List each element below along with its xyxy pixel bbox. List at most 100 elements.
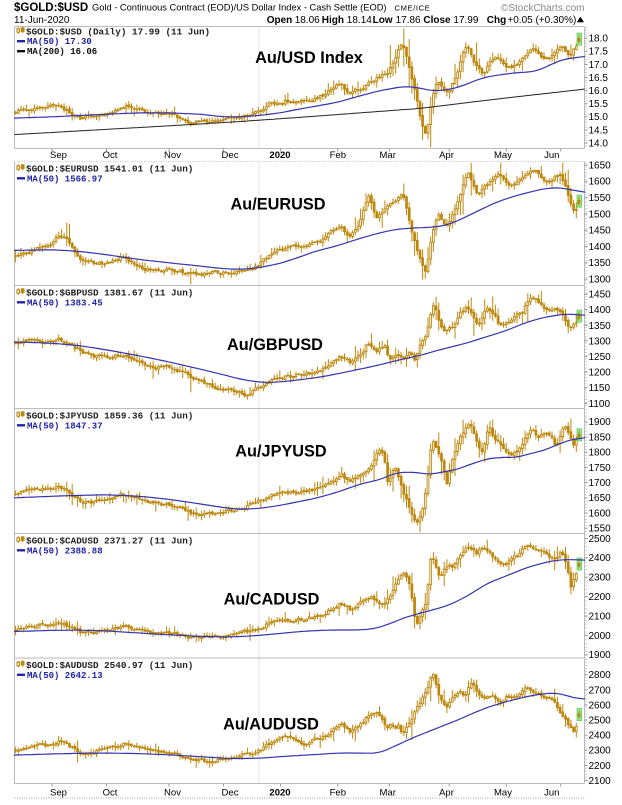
- svg-text:CME/ICE: CME/ICE: [395, 4, 431, 13]
- svg-text:Jun: Jun: [544, 788, 559, 799]
- svg-text:2020: 2020: [269, 788, 290, 799]
- svg-text:1150: 1150: [589, 383, 611, 394]
- svg-text:Mar: Mar: [380, 150, 396, 161]
- svg-text:18.0: 18.0: [589, 34, 609, 45]
- svg-text:1550: 1550: [589, 524, 612, 535]
- svg-text:1400: 1400: [589, 305, 612, 316]
- svg-text:1650: 1650: [589, 160, 612, 171]
- svg-text:Close: Close: [423, 15, 451, 26]
- svg-text:Feb: Feb: [330, 788, 346, 799]
- svg-text:Feb: Feb: [330, 150, 346, 161]
- svg-text:MA(50) 2388.88: MA(50) 2388.88: [27, 546, 103, 556]
- svg-text:Au/AUDUSD: Au/AUDUSD: [223, 716, 319, 734]
- svg-text:May: May: [494, 150, 512, 161]
- svg-text:2700: 2700: [589, 685, 612, 696]
- svg-text:17.86: 17.86: [396, 15, 421, 26]
- svg-text:$GOLD:$GBPUSD 1381.67 (11 Jun): $GOLD:$GBPUSD 1381.67 (11 Jun): [26, 288, 193, 299]
- svg-text:1600: 1600: [589, 177, 612, 188]
- svg-text:1600: 1600: [589, 508, 612, 519]
- svg-text:2200: 2200: [589, 761, 612, 772]
- svg-text:2400: 2400: [589, 731, 612, 742]
- svg-text:Oct: Oct: [103, 788, 118, 799]
- svg-text:MA(50) 1383.45: MA(50) 1383.45: [27, 298, 103, 308]
- svg-text:MA(50) 17.30: MA(50) 17.30: [27, 37, 92, 47]
- svg-text:11-Jun-2020: 11-Jun-2020: [14, 15, 70, 26]
- svg-text:2100: 2100: [589, 611, 612, 622]
- svg-text:1300: 1300: [589, 336, 612, 347]
- svg-text:17.99: 17.99: [453, 15, 478, 26]
- svg-text:Jun: Jun: [544, 150, 559, 161]
- svg-text:14.0: 14.0: [589, 138, 609, 149]
- svg-text:17.0: 17.0: [589, 60, 609, 71]
- svg-text:2500: 2500: [589, 534, 612, 545]
- svg-text:Au/CADUSD: Au/CADUSD: [224, 591, 320, 609]
- svg-text:Au/USD Index: Au/USD Index: [255, 49, 363, 67]
- svg-text:May: May: [494, 788, 512, 799]
- svg-text:1300: 1300: [589, 275, 612, 286]
- svg-text:1850: 1850: [589, 432, 612, 443]
- svg-text:Au/JPYUSD: Au/JPYUSD: [235, 443, 327, 461]
- svg-text:18.06: 18.06: [295, 15, 320, 26]
- svg-text:1900: 1900: [589, 650, 612, 661]
- svg-text:2800: 2800: [589, 670, 612, 681]
- svg-text:1800: 1800: [589, 448, 612, 459]
- svg-text:1450: 1450: [589, 290, 612, 301]
- svg-text:MA(50) 1566.97: MA(50) 1566.97: [27, 174, 103, 184]
- svg-text:Dec: Dec: [222, 150, 239, 161]
- svg-text:$GOLD:$USD (Daily) 17.99 (11 J: $GOLD:$USD (Daily) 17.99 (11 Jun): [26, 27, 210, 38]
- svg-text:MA(50) 2642.13: MA(50) 2642.13: [27, 671, 103, 681]
- svg-text:1900: 1900: [589, 417, 612, 428]
- svg-text:2200: 2200: [589, 592, 612, 603]
- svg-text:1550: 1550: [589, 193, 612, 204]
- svg-text:Au/EURUSD: Au/EURUSD: [231, 196, 326, 214]
- svg-text:2000: 2000: [589, 631, 612, 642]
- svg-text:Sep: Sep: [50, 150, 67, 161]
- svg-text:2500: 2500: [589, 716, 612, 727]
- svg-text:$GOLD:$AUDUSD 2540.97 (11 Jun): $GOLD:$AUDUSD 2540.97 (11 Jun): [26, 660, 193, 671]
- svg-text:1350: 1350: [589, 321, 612, 332]
- svg-text:1700: 1700: [589, 478, 612, 489]
- svg-text:2600: 2600: [589, 700, 612, 711]
- svg-text:Apr: Apr: [439, 788, 454, 799]
- svg-text:Apr: Apr: [439, 150, 454, 161]
- svg-text:17.5: 17.5: [589, 47, 609, 58]
- svg-text:Nov: Nov: [164, 788, 181, 799]
- svg-text:High: High: [322, 15, 344, 26]
- svg-text:1100: 1100: [589, 399, 611, 410]
- svg-text:15.5: 15.5: [589, 99, 609, 110]
- svg-text:Dec: Dec: [222, 788, 239, 799]
- svg-text:16.0: 16.0: [589, 86, 609, 97]
- svg-text:1400: 1400: [589, 242, 612, 253]
- svg-text:1200: 1200: [589, 368, 612, 379]
- svg-text:Sep: Sep: [50, 788, 67, 799]
- svg-text:Au/GBPUSD: Au/GBPUSD: [227, 336, 323, 354]
- svg-text:$GOLD:$EURUSD 1541.01 (11 Jun): $GOLD:$EURUSD 1541.01 (11 Jun): [26, 164, 193, 175]
- svg-text:Chg: Chg: [487, 15, 506, 26]
- svg-text:+0.05 (+0.30%): +0.05 (+0.30%): [507, 15, 576, 26]
- svg-text:Low: Low: [373, 15, 393, 26]
- svg-text:1650: 1650: [589, 493, 612, 504]
- svg-text:15.0: 15.0: [589, 112, 609, 123]
- svg-text:18.14: 18.14: [347, 15, 372, 26]
- svg-text:Gold - Continuous Contract (EO: Gold - Continuous Contract (EOD)/US Doll…: [92, 3, 387, 13]
- svg-text:MA(50) 1847.37: MA(50) 1847.37: [27, 421, 103, 431]
- svg-text:Mar: Mar: [380, 788, 396, 799]
- svg-text:$GOLD:$USD: $GOLD:$USD: [14, 2, 88, 14]
- svg-text:MA(200) 16.06: MA(200) 16.06: [27, 47, 97, 57]
- svg-text:©StockCharts.com: ©StockCharts.com: [501, 3, 585, 14]
- svg-text:1250: 1250: [589, 352, 612, 363]
- svg-text:16.5: 16.5: [589, 73, 609, 84]
- svg-text:1450: 1450: [589, 226, 612, 237]
- svg-text:2100: 2100: [589, 776, 612, 787]
- svg-text:1350: 1350: [589, 258, 612, 269]
- svg-text:1500: 1500: [589, 209, 612, 220]
- svg-text:2300: 2300: [589, 573, 612, 584]
- svg-text:Open: Open: [267, 15, 293, 26]
- svg-text:Oct: Oct: [103, 150, 118, 161]
- svg-text:$GOLD:$JPYUSD 1859.36 (11 Jun): $GOLD:$JPYUSD 1859.36 (11 Jun): [26, 411, 193, 422]
- svg-text:14.5: 14.5: [589, 125, 609, 136]
- svg-text:2300: 2300: [589, 746, 612, 757]
- svg-text:2400: 2400: [589, 553, 612, 564]
- svg-text:Nov: Nov: [164, 150, 181, 161]
- svg-text:2020: 2020: [269, 150, 290, 161]
